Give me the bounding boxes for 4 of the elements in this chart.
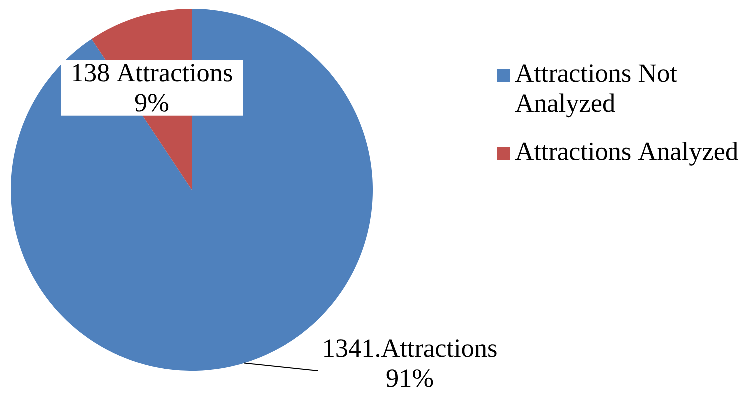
data-label: 1341.Attractions 91%	[324, 340, 497, 388]
data-label: 138 Attractions 9%	[73, 64, 232, 112]
legend-label: Attractions Not Analyzed	[515, 64, 678, 118]
legend-label: Attractions Analyzed	[515, 142, 738, 166]
